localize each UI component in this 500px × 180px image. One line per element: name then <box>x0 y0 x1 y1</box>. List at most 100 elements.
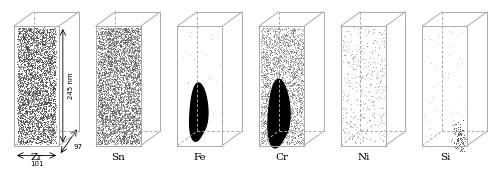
Point <box>115 67 123 70</box>
Point <box>274 64 282 67</box>
Point <box>45 57 53 60</box>
Point <box>106 127 114 130</box>
Point <box>26 69 34 71</box>
Point <box>50 106 58 109</box>
Point <box>40 89 48 92</box>
Point <box>100 119 108 122</box>
Point <box>32 123 40 126</box>
Point <box>24 102 32 105</box>
Point <box>94 60 102 63</box>
Point <box>274 106 282 109</box>
Point <box>274 103 281 105</box>
Point <box>38 51 46 54</box>
Point <box>276 83 283 86</box>
Point <box>110 110 118 113</box>
Point <box>134 49 141 52</box>
Point <box>99 126 107 129</box>
Point <box>16 52 24 55</box>
Point <box>24 57 32 60</box>
Point <box>261 54 269 57</box>
Point <box>129 108 137 111</box>
Point <box>100 106 108 109</box>
Point <box>124 50 132 53</box>
Point <box>19 34 27 37</box>
Point <box>48 65 56 68</box>
Point <box>126 40 134 43</box>
Point <box>39 114 47 117</box>
Point <box>134 55 142 58</box>
Point <box>340 42 348 45</box>
Point <box>20 58 28 61</box>
Point <box>26 29 34 32</box>
Point <box>32 119 40 122</box>
Point <box>98 102 106 105</box>
Point <box>345 61 353 64</box>
Point <box>131 102 139 105</box>
Point <box>38 95 46 98</box>
Point <box>118 31 126 34</box>
Point <box>128 30 136 33</box>
Point <box>16 81 24 84</box>
Text: Ni: Ni <box>357 153 370 162</box>
Point <box>118 44 126 47</box>
Point <box>24 52 32 55</box>
Point <box>260 102 268 105</box>
Point <box>136 86 143 88</box>
Point <box>282 116 290 118</box>
Point <box>132 139 140 142</box>
Point <box>96 46 104 49</box>
Point <box>22 61 30 64</box>
Point <box>96 93 104 96</box>
Point <box>41 84 49 87</box>
Point <box>105 78 113 81</box>
Point <box>265 28 273 30</box>
Point <box>106 75 114 78</box>
Point <box>258 104 266 107</box>
Point <box>119 103 127 105</box>
Point <box>94 125 102 128</box>
Point <box>111 66 119 69</box>
Point <box>262 69 270 72</box>
Point <box>296 53 304 56</box>
Point <box>100 52 108 55</box>
Point <box>260 66 268 69</box>
Point <box>132 79 140 82</box>
Point <box>126 45 134 48</box>
Point <box>262 85 270 88</box>
Point <box>40 84 48 87</box>
Point <box>299 62 307 65</box>
Point <box>100 103 108 106</box>
Point <box>52 127 60 130</box>
Point <box>106 43 114 46</box>
Point <box>298 45 306 48</box>
Point <box>263 82 271 85</box>
Point <box>260 76 268 79</box>
Point <box>265 36 273 39</box>
Point <box>274 122 282 125</box>
Point <box>114 34 122 37</box>
Point <box>50 125 58 128</box>
Point <box>101 142 109 145</box>
Point <box>24 52 32 55</box>
Point <box>108 60 116 62</box>
Point <box>284 109 292 112</box>
Point <box>285 121 293 124</box>
Point <box>110 85 118 88</box>
Point <box>123 33 131 36</box>
Point <box>134 34 142 37</box>
Point <box>31 62 39 64</box>
Point <box>114 94 122 97</box>
Point <box>128 136 136 139</box>
Point <box>32 127 40 130</box>
Point <box>116 83 124 86</box>
Point <box>360 47 368 50</box>
Point <box>96 115 104 118</box>
Point <box>30 40 38 43</box>
Point <box>257 59 265 62</box>
Point <box>262 98 270 101</box>
Point <box>104 126 112 129</box>
Point <box>122 135 130 138</box>
Point <box>294 100 302 103</box>
Point <box>292 34 300 37</box>
Point <box>269 34 277 37</box>
